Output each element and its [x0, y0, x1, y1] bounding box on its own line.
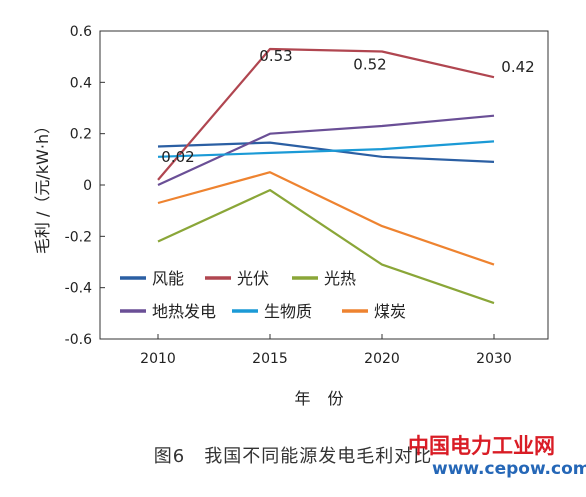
- series-line-0: [157, 141, 495, 163]
- y-tick-label: 0.4: [70, 75, 92, 91]
- y-axis-title: 毛利 /（元/kW·h）: [33, 118, 52, 254]
- legend-label: 煤炭: [374, 302, 406, 321]
- y-tick-label: -0.2: [65, 229, 92, 245]
- x-axis-title: 年 份: [294, 389, 349, 408]
- legend-label: 生物质: [264, 302, 312, 321]
- plot-frame: [99, 30, 549, 340]
- series-line-3: [157, 114, 495, 187]
- x-tick-label: 2015: [252, 351, 288, 367]
- series-line-4: [157, 140, 495, 158]
- legend-label: 光伏: [237, 269, 269, 288]
- legend-label: 光热: [324, 269, 356, 288]
- figure-caption: 图6 我国不同能源发电毛利对比: [153, 446, 433, 467]
- y-tick-label: 0.2: [70, 127, 92, 143]
- data-label: 0.02: [161, 148, 194, 166]
- watermark-name: 中国电力工业网: [408, 434, 555, 458]
- chart: 0.60.40.20-0.2-0.4-0.6 2010 2015 2020 2030 …: [33, 24, 549, 408]
- series-line-5: [157, 171, 495, 266]
- x-tick-label: 2030: [476, 351, 512, 367]
- data-label: 0.52: [353, 56, 386, 74]
- y-tick-label: -0.4: [65, 281, 92, 297]
- data-label: 0.42: [501, 58, 534, 76]
- legend-label: 风能: [152, 269, 184, 288]
- data-labels: 0.02 0.53 0.52 0.42: [161, 47, 534, 166]
- data-label: 0.53: [259, 47, 292, 65]
- plot-border: [99, 30, 549, 340]
- legend-label: 地热发电: [152, 302, 216, 321]
- y-tick-label: -0.6: [65, 332, 92, 348]
- x-axis-ticks: 2010 2015 2020 2030: [140, 334, 512, 367]
- y-tick-label: 0.6: [70, 24, 92, 40]
- series-line-1: [157, 47, 495, 181]
- series-lines: [157, 47, 495, 305]
- y-tick-label: 0: [83, 178, 92, 194]
- y-axis-ticks: 0.6 0.4 0.2 0 -0.2 -0.4 -0.6: [65, 24, 105, 348]
- x-tick-label: 2010: [140, 351, 176, 367]
- series-line-2: [157, 189, 495, 305]
- x-tick-label: 2020: [364, 351, 400, 367]
- watermark-url: www.cepow.com: [432, 459, 586, 479]
